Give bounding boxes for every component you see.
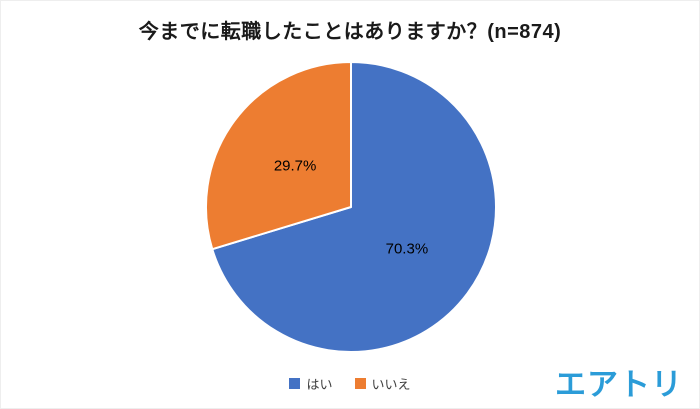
slice-label: 29.7% bbox=[274, 158, 317, 175]
pie-slice-0 bbox=[211, 61, 497, 353]
slice-label: 70.3% bbox=[386, 240, 429, 257]
brand-logo: エアトリ bbox=[555, 367, 683, 402]
legend-swatch bbox=[354, 378, 366, 389]
legend-label: はい bbox=[306, 377, 333, 392]
legend-swatch bbox=[289, 378, 301, 389]
legend-label: いいえ bbox=[371, 377, 411, 392]
legend-item: いいえ bbox=[354, 374, 411, 393]
pie-slice-1 bbox=[205, 61, 352, 251]
legend-item: はい bbox=[289, 374, 333, 393]
chart-title: 今までに転職したことはありますか？(n=874) bbox=[138, 21, 562, 43]
legend: はい いいえ bbox=[1, 374, 699, 393]
